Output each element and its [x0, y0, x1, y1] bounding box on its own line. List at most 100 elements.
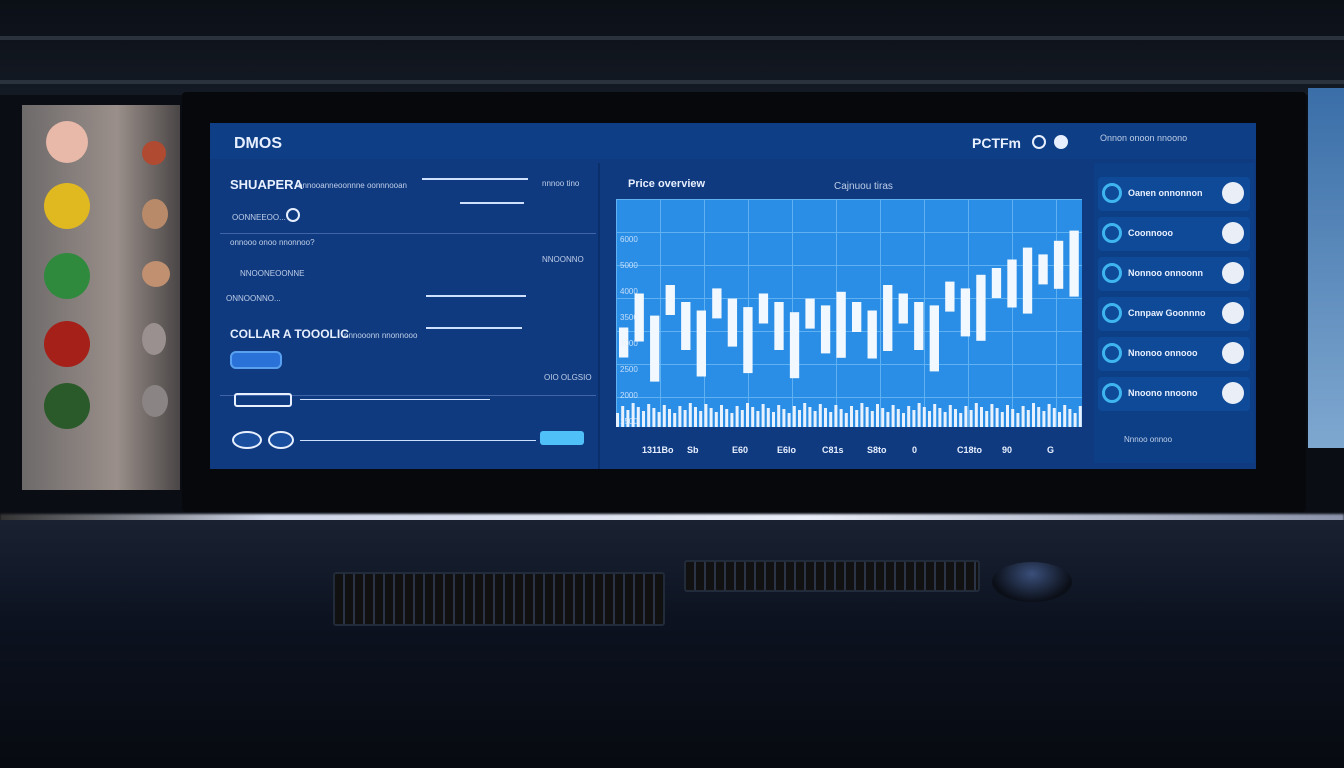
disc-decor [44, 321, 90, 367]
volume-bar [1078, 406, 1082, 427]
volume-bar [766, 408, 770, 427]
volume-bar [756, 411, 760, 427]
volume-bar [980, 407, 983, 427]
disc-decor [142, 261, 170, 287]
volume-bar [725, 409, 729, 427]
item-label: Nnonoo onnooo [1128, 348, 1198, 358]
disc-decor [46, 121, 88, 163]
price-chart [616, 199, 1082, 427]
list-item[interactable]: Coonnooo [1098, 217, 1250, 251]
volume-bar [808, 407, 812, 427]
volume-bar [844, 413, 848, 427]
item-icon [1102, 223, 1122, 243]
volume-bar [694, 407, 697, 427]
toggle-right[interactable] [268, 431, 294, 449]
item-icon [1102, 263, 1122, 283]
list-item[interactable]: Nonnoo onnoonn [1098, 257, 1250, 291]
slider[interactable] [422, 178, 528, 180]
candle [960, 288, 971, 337]
volume-bar [673, 413, 677, 427]
action-button[interactable] [1222, 342, 1244, 364]
candle [743, 307, 753, 374]
volume-bar [761, 404, 765, 427]
slider[interactable] [426, 295, 526, 297]
disc-decor [44, 183, 90, 229]
slider[interactable] [300, 399, 490, 400]
action-button[interactable] [1222, 222, 1244, 244]
list-item[interactable]: Nnonoo onnooo [1098, 337, 1250, 371]
list-item[interactable]: Cnnpaw Goonnno [1098, 297, 1250, 331]
volume-bar [1037, 407, 1041, 427]
candle [976, 274, 986, 341]
volume-bar [917, 403, 921, 427]
divider [598, 163, 600, 469]
volume-bar [662, 405, 666, 427]
side-label: nnnoo tino [542, 179, 580, 188]
input-field[interactable] [234, 393, 292, 407]
slider[interactable] [426, 327, 522, 329]
volume-bar [1068, 409, 1072, 427]
volume-bar [798, 410, 801, 427]
divider [220, 395, 596, 396]
volume-bar [938, 408, 942, 427]
ceiling-beam [0, 80, 1344, 84]
row-label: onnooo onoo nnonnoo? [230, 238, 315, 247]
candle [774, 302, 784, 350]
chart-svg [616, 230, 1082, 427]
keyboard[interactable] [333, 572, 665, 626]
disc-decor [44, 383, 90, 429]
volume-bar [688, 403, 692, 427]
list-item[interactable]: Oanen onnonnon [1098, 177, 1250, 211]
chart-title: Price overview [628, 178, 706, 190]
volume-bar [1026, 410, 1030, 427]
toggle-button[interactable] [230, 351, 282, 369]
mouse[interactable] [992, 562, 1072, 602]
volume-bar [948, 405, 952, 427]
volume-bar [1021, 406, 1025, 427]
action-button[interactable] [1222, 382, 1244, 404]
toggle-left[interactable] [232, 431, 262, 449]
item-icon [1102, 303, 1122, 323]
slider[interactable] [300, 440, 536, 441]
row-label: NNOONEOONNE [240, 269, 305, 278]
volume-bar [746, 403, 749, 427]
volume-bar [1016, 413, 1020, 427]
candle [1038, 254, 1048, 285]
action-button[interactable] [1222, 262, 1244, 284]
list-item[interactable]: Nnoono nnoono [1098, 377, 1250, 411]
user-icon[interactable] [286, 208, 300, 222]
section-title: SHUAPERA [230, 177, 303, 192]
chart-subtitle: Cajnuou tiras [834, 181, 893, 192]
candle [1069, 230, 1079, 297]
y-tick: 6000 [620, 235, 638, 244]
volume-bar [1006, 405, 1009, 427]
volume-bar [824, 408, 827, 427]
candle [1007, 259, 1017, 308]
volume-bar [907, 406, 911, 427]
candle [650, 315, 660, 382]
help-icon[interactable] [1032, 135, 1046, 149]
candle [836, 291, 846, 358]
volume-bar [668, 409, 671, 427]
slider[interactable] [460, 202, 524, 204]
volume-bar [922, 407, 926, 427]
volume-bar [787, 413, 791, 427]
volume-bar [1052, 408, 1056, 427]
candle [789, 312, 800, 379]
volume-bar [626, 410, 630, 427]
volume-bar [621, 406, 625, 427]
volume-bar [985, 411, 989, 427]
x-tick: 1311Bo [642, 445, 674, 455]
y-tick: 3000 [620, 339, 638, 348]
action-button[interactable] [1222, 302, 1244, 324]
volume-bar [1047, 404, 1051, 427]
cloud-button[interactable] [540, 431, 584, 445]
settings-icon[interactable] [1054, 135, 1068, 149]
x-tick: 0 [912, 445, 918, 455]
volume-bar [1011, 409, 1015, 427]
candle [929, 305, 939, 372]
volume-bar [964, 406, 968, 427]
action-button[interactable] [1222, 182, 1244, 204]
keyboard[interactable] [684, 560, 980, 592]
candle [852, 302, 862, 332]
